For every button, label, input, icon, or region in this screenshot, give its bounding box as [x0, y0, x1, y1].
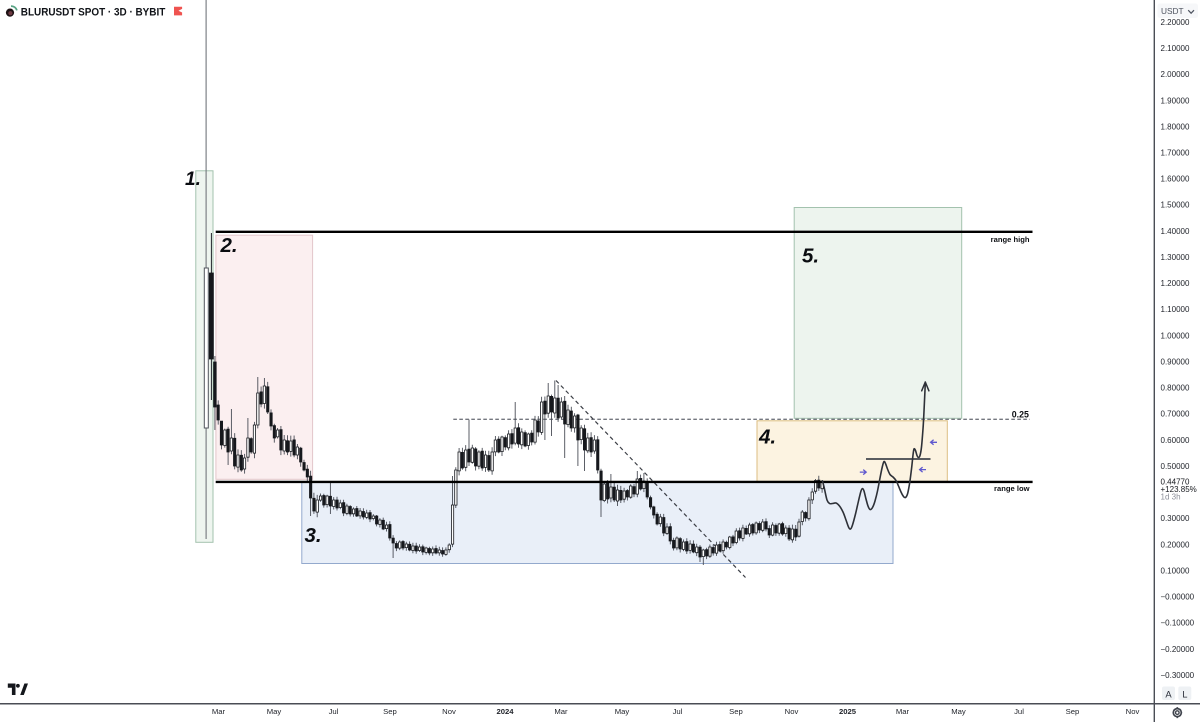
svg-text:1.50000: 1.50000: [1161, 201, 1190, 210]
svg-text:1.: 1.: [185, 169, 201, 190]
svg-text:0.90000: 0.90000: [1161, 358, 1190, 367]
svg-text:Mar: Mar: [554, 707, 568, 716]
svg-text:0.30000: 0.30000: [1161, 514, 1190, 523]
svg-text:Nov: Nov: [1126, 707, 1140, 716]
svg-text:Sep: Sep: [729, 707, 743, 716]
svg-text:1.90000: 1.90000: [1161, 96, 1190, 105]
svg-text:Jul: Jul: [673, 707, 683, 716]
svg-text:Jul: Jul: [1014, 707, 1024, 716]
svg-text:5.: 5.: [802, 245, 819, 268]
svg-text:3.: 3.: [305, 524, 322, 547]
svg-text:Sep: Sep: [1066, 707, 1080, 716]
svg-text:2024: 2024: [496, 707, 514, 716]
svg-text:1.70000: 1.70000: [1161, 149, 1190, 158]
svg-text:Sep: Sep: [383, 707, 397, 716]
svg-text:4.: 4.: [758, 426, 776, 449]
svg-text:1.80000: 1.80000: [1161, 122, 1190, 131]
svg-text:BLURUSDT SPOT · 3D · BYBIT: BLURUSDT SPOT · 3D · BYBIT: [21, 6, 166, 18]
svg-text:2.00000: 2.00000: [1161, 70, 1190, 79]
svg-text:Nov: Nov: [442, 707, 456, 716]
svg-text:0.25: 0.25: [1012, 410, 1029, 420]
svg-text:A: A: [1165, 688, 1172, 699]
svg-text:−0.00000: −0.00000: [1161, 593, 1195, 602]
svg-text:1.30000: 1.30000: [1161, 253, 1190, 262]
svg-text:2.20000: 2.20000: [1161, 18, 1190, 27]
svg-text:May: May: [951, 707, 966, 716]
svg-text:0.50000: 0.50000: [1161, 462, 1190, 471]
svg-text:1.10000: 1.10000: [1161, 305, 1190, 314]
svg-text:2.: 2.: [220, 234, 238, 257]
svg-text:1d 3h: 1d 3h: [1161, 493, 1181, 502]
svg-text:L: L: [1182, 688, 1187, 699]
svg-text:0.60000: 0.60000: [1161, 436, 1190, 445]
svg-text:range high: range high: [991, 235, 1030, 244]
svg-text:1.00000: 1.00000: [1161, 331, 1190, 340]
svg-text:0.80000: 0.80000: [1161, 384, 1190, 393]
svg-text:2.10000: 2.10000: [1161, 44, 1190, 53]
svg-text:0.44770: 0.44770: [1161, 477, 1190, 486]
svg-text:0.10000: 0.10000: [1161, 566, 1190, 575]
svg-text:2025: 2025: [839, 707, 857, 716]
svg-text:1.40000: 1.40000: [1161, 227, 1190, 236]
svg-text:0.20000: 0.20000: [1161, 540, 1190, 549]
svg-text:May: May: [267, 707, 282, 716]
svg-text:May: May: [615, 707, 630, 716]
svg-text:Nov: Nov: [785, 707, 799, 716]
svg-text:−0.10000: −0.10000: [1161, 619, 1195, 628]
svg-text:Jul: Jul: [329, 707, 339, 716]
svg-text:+123.85%: +123.85%: [1161, 485, 1197, 494]
svg-text:−0.30000: −0.30000: [1161, 671, 1195, 680]
svg-text:−0.20000: −0.20000: [1161, 645, 1195, 654]
svg-text:USDT: USDT: [1161, 6, 1184, 16]
svg-text:1.60000: 1.60000: [1161, 175, 1190, 184]
svg-text:Mar: Mar: [896, 707, 910, 716]
svg-text:Mar: Mar: [212, 707, 226, 716]
svg-text:range low: range low: [994, 484, 1030, 493]
svg-text:0.70000: 0.70000: [1161, 410, 1190, 419]
svg-text:1.20000: 1.20000: [1161, 279, 1190, 288]
